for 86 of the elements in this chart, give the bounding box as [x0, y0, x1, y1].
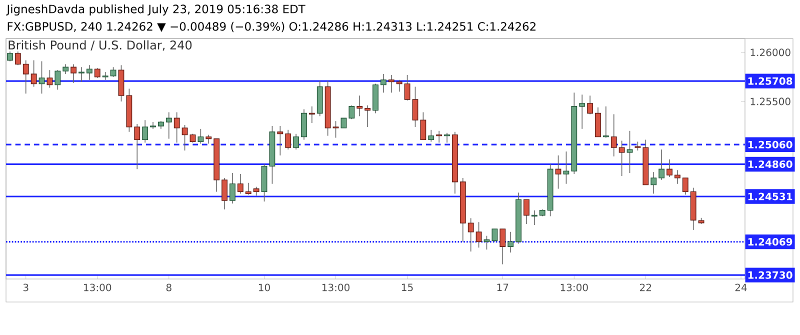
candlestick — [94, 68, 100, 78]
candlestick — [340, 118, 347, 128]
x-tick-label: 15 — [402, 284, 413, 292]
candlestick — [412, 86, 418, 128]
candlestick — [348, 104, 355, 120]
candlestick — [555, 155, 562, 190]
candlestick — [666, 158, 672, 178]
candlestick — [658, 149, 665, 180]
ref-line-label: 1.24860 — [748, 160, 792, 168]
candlestick — [14, 51, 21, 66]
candlestick — [38, 60, 45, 94]
y-tick-label: 1.25500 — [750, 98, 790, 106]
candlestick — [364, 104, 371, 128]
candlestick — [500, 228, 506, 265]
x-tick-label: 13:00 — [322, 284, 350, 292]
ref-line-label: 1.25708 — [748, 77, 792, 85]
candlestick — [22, 60, 29, 94]
candlestick — [293, 133, 299, 150]
candlestick — [618, 140, 625, 176]
candlestick — [388, 74, 394, 94]
candlestick — [420, 112, 426, 140]
candlestick — [682, 178, 688, 196]
candlestick — [476, 222, 482, 248]
ref-line-label: 1.24531 — [748, 192, 792, 200]
candlestick — [492, 228, 498, 242]
x-tick-label: 3 — [23, 284, 28, 292]
candlestick — [404, 74, 410, 101]
ref-line-label: 1.25060 — [748, 140, 792, 148]
candlestick — [62, 64, 69, 74]
candlestick — [285, 130, 292, 150]
candlestick — [245, 182, 252, 196]
candlestick — [230, 172, 236, 204]
ref-line-label: 1.24069 — [748, 238, 792, 246]
candlestick — [30, 60, 37, 88]
candlestick — [182, 124, 188, 151]
x-tick-label: 10 — [259, 284, 270, 292]
candlestick — [508, 232, 514, 253]
text: FX:GBPUSD, 240 1.24262 ▼ −0.00489 (−0.39%) O:1.24286 H:1.24313 L:1.24251 C:1.24262 — [8, 22, 536, 32]
x-tick-label: 22 — [640, 284, 652, 292]
candlestick — [54, 70, 61, 90]
candlestick — [277, 126, 284, 156]
x-tick-label: 17 — [497, 284, 508, 291]
candlestick — [610, 114, 617, 157]
x-tick-label: 24 — [735, 284, 747, 292]
x-tick-label: 8 — [166, 284, 172, 292]
x-tick-label: 13:00 — [560, 284, 588, 292]
candlestick — [444, 132, 450, 144]
candlestick — [70, 64, 77, 84]
candlestick — [134, 124, 140, 170]
candlestick — [237, 174, 244, 194]
x-tick-label: 13:00 — [84, 284, 112, 292]
candlestick — [7, 51, 13, 62]
candlestick — [356, 95, 363, 117]
candlestick — [222, 178, 228, 210]
candlestick — [150, 122, 156, 130]
y-tick-label: 1.26000 — [750, 48, 790, 56]
candlestick — [78, 66, 84, 82]
candlestick — [674, 170, 680, 184]
candlestick — [301, 108, 307, 140]
candlestick — [626, 130, 633, 174]
candlestick — [595, 106, 601, 138]
candlestick — [531, 210, 538, 226]
ref-line-label: 1.23730 — [748, 271, 792, 279]
candlestick — [174, 112, 180, 144]
candlestick — [380, 74, 386, 94]
candlestick — [142, 120, 148, 144]
candlestick — [650, 172, 657, 194]
candlestick — [110, 66, 116, 78]
candlestick — [484, 235, 490, 250]
candlestick — [46, 70, 53, 88]
candlestick — [436, 130, 442, 144]
candlestick — [198, 128, 204, 144]
candlestick — [166, 112, 172, 140]
candlestick — [468, 218, 474, 252]
candlestick — [332, 120, 339, 138]
chart-title: British Pound / U.S. Dollar, 240 — [8, 40, 192, 51]
candlestick — [579, 94, 586, 130]
candlestick — [86, 64, 92, 80]
text: JigneshDavda published July 23, 2019 05:16:38 EDT — [6, 4, 306, 16]
candlestick — [396, 79, 402, 92]
candlestick — [308, 106, 315, 124]
candlestick — [524, 199, 530, 224]
candlestick — [587, 95, 593, 115]
candlestick — [428, 130, 434, 142]
candlestick — [563, 151, 570, 184]
candlestick — [602, 106, 609, 138]
